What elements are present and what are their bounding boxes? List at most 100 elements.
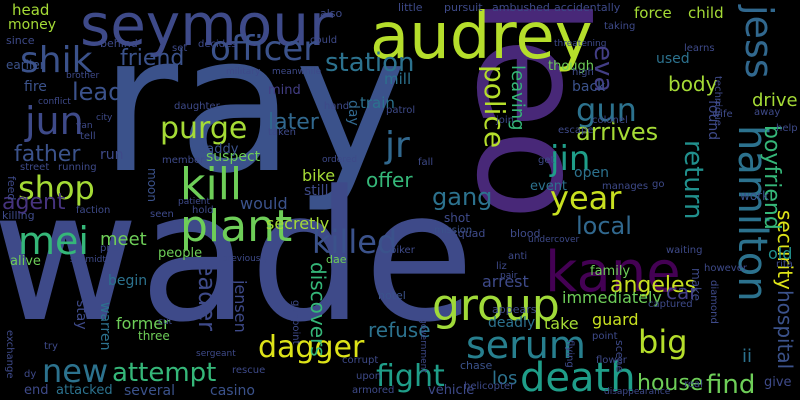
word: hospital: [773, 290, 797, 370]
word: hamilton: [729, 125, 775, 302]
word: arrives: [576, 118, 659, 146]
word: kane: [545, 240, 681, 305]
word: dagger: [258, 330, 365, 365]
word: moon: [145, 168, 159, 202]
word: pair: [500, 271, 518, 281]
word: also: [320, 7, 343, 20]
word: angeles: [610, 273, 697, 298]
word: jun: [25, 99, 84, 143]
word: make: [689, 268, 703, 301]
word: taking: [604, 21, 636, 32]
word: conflict: [38, 97, 71, 107]
word: event: [530, 179, 568, 194]
word: three: [138, 329, 170, 343]
word: mind: [268, 83, 301, 98]
word: chase: [460, 359, 493, 372]
word: mei: [18, 219, 89, 263]
word: government: [418, 318, 428, 373]
word: local: [576, 212, 632, 240]
word: patient: [178, 197, 211, 207]
word: find: [706, 370, 756, 400]
word: helicopter: [464, 381, 515, 392]
word: faction: [76, 205, 111, 216]
word: big: [638, 323, 688, 361]
word: patrol: [386, 105, 416, 116]
word: leader: [193, 255, 221, 332]
word: kill: [180, 159, 243, 210]
word: head: [12, 1, 50, 19]
word: armored: [352, 385, 395, 396]
word: lead: [72, 78, 124, 106]
word: could: [310, 35, 338, 46]
word: found: [705, 100, 721, 141]
word: later: [268, 110, 319, 135]
word: behind: [100, 37, 138, 50]
word: get: [538, 155, 555, 166]
word: wife: [712, 109, 733, 120]
word: guard: [592, 310, 639, 329]
word: city: [96, 113, 113, 123]
word: feed: [5, 176, 18, 201]
word: go: [652, 179, 665, 190]
word: dy: [24, 369, 37, 380]
word: drive: [752, 90, 798, 111]
word: leo: [443, 0, 617, 221]
word: fire: [24, 79, 47, 95]
word: military: [226, 67, 261, 77]
word: station: [325, 48, 415, 78]
word: leaving: [507, 65, 528, 131]
word: van: [76, 121, 93, 131]
word: squad: [452, 227, 486, 240]
word: little: [398, 1, 423, 14]
word: corrupt: [342, 355, 379, 366]
word: killing: [2, 209, 35, 222]
word: accidentally: [554, 1, 621, 14]
word: schmidt: [70, 255, 106, 265]
word: serum: [466, 323, 586, 367]
word: death: [520, 355, 636, 400]
word: exchange: [4, 330, 15, 379]
word: new: [42, 352, 109, 390]
word: vehicle: [428, 383, 475, 398]
word: jr: [385, 125, 410, 166]
word: shop: [18, 169, 95, 207]
word: still: [304, 183, 329, 199]
word: used: [656, 51, 690, 67]
word: child: [688, 4, 724, 22]
word: wade: [0, 153, 475, 362]
word: blood: [510, 227, 541, 240]
word: help: [776, 123, 798, 134]
word: liz: [496, 261, 507, 272]
word: alive: [10, 254, 41, 269]
word: gunpoint: [290, 300, 301, 345]
word: ordered: [322, 155, 358, 165]
word: rita: [776, 259, 793, 270]
word: meanwhile: [272, 67, 322, 77]
word: sergeant: [196, 349, 236, 359]
word: earlier: [6, 58, 45, 72]
word: join: [496, 115, 515, 126]
word: street: [20, 162, 50, 173]
word: house: [637, 371, 704, 396]
word: several: [124, 383, 176, 399]
word: back: [572, 79, 606, 95]
word: return: [678, 140, 708, 220]
word: purge: [160, 111, 248, 146]
word: bike: [302, 166, 336, 185]
word: attacked: [56, 383, 113, 398]
word: boyfriend: [759, 125, 784, 230]
word: run: [100, 147, 124, 163]
word: car: [666, 280, 698, 304]
word: suspect: [206, 149, 261, 165]
word: end: [24, 383, 49, 398]
word: plant: [180, 201, 293, 252]
word: jensen: [231, 280, 250, 333]
word: prior: [100, 243, 124, 254]
word: jess: [737, 5, 781, 79]
word: daddy: [198, 142, 239, 157]
word: threatening: [554, 39, 607, 49]
word: day: [345, 100, 361, 126]
word: eva: [588, 45, 618, 93]
word: body: [668, 72, 718, 96]
